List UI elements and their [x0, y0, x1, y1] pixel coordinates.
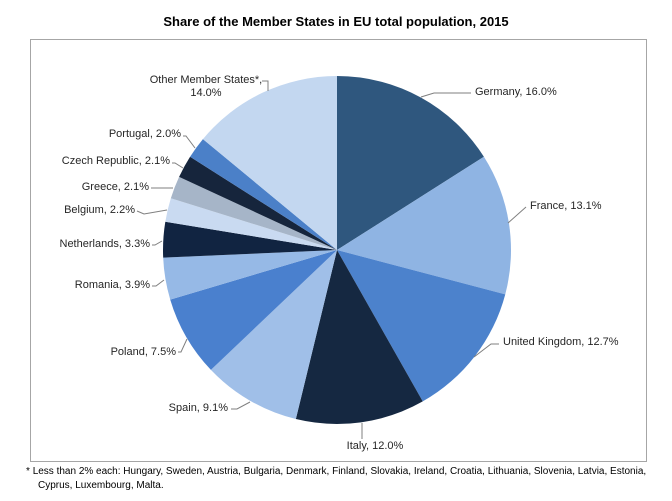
slice-label-romania: Romania, 3.9% [74, 279, 150, 291]
pie-slice-other-member-states [202, 76, 337, 250]
slice-label-germany: Germany, 16.0% [475, 86, 557, 98]
footnote-marker: * [26, 466, 30, 477]
slice-label-portugal: Portugal, 2.0% [108, 128, 181, 140]
leader-line-portugal [183, 135, 196, 149]
leader-line-romania [152, 279, 165, 287]
leader-line-netherlands [152, 240, 163, 246]
pie-slice-greece [170, 176, 337, 250]
slice-label-poland: Poland, 7.5% [110, 346, 176, 358]
pie-slice-france [337, 156, 511, 295]
chart-title: Share of the Member States in EU total p… [163, 14, 509, 29]
leader-line-czech-republic [172, 162, 184, 169]
slice-label-czech-republic: Czech Republic, 2.1% [61, 155, 170, 167]
slice-label-netherlands: Netherlands, 3.3% [59, 238, 151, 250]
pie-slice-united-kingdom [337, 250, 506, 402]
leader-lines-group [136, 80, 527, 439]
pie-slice-netherlands [163, 221, 337, 258]
leader-line-united-kingdom [473, 343, 499, 358]
leader-line-spain [231, 401, 251, 410]
pie-slice-belgium [165, 198, 337, 250]
pie-slice-romania [163, 250, 337, 300]
pie-slices-group [163, 76, 511, 424]
slice-label-greece: Greece, 2.1% [81, 181, 149, 193]
leader-line-other-member-states [262, 80, 269, 91]
pie-slice-germany [337, 76, 484, 250]
slice-label-spain: Spain, 9.1% [168, 402, 228, 414]
footnote: * Less than 2% each: Hungary, Sweden, Au… [26, 465, 672, 493]
slice-label-united-kingdom: United Kingdom, 12.7% [503, 336, 619, 348]
slice-label-other-member-states: Other Member States*, 14.0% [149, 74, 263, 99]
leader-line-france [507, 206, 527, 224]
footnote-text: Less than 2% each: Hungary, Sweden, Aust… [32, 466, 647, 491]
leader-line-germany [420, 92, 471, 98]
pie-slice-italy [295, 250, 423, 424]
leader-line-belgium [136, 209, 168, 215]
slice-label-belgium: Belgium, 2.2% [64, 204, 135, 216]
leader-line-poland [178, 338, 188, 353]
slice-label-italy: Italy, 12.0% [346, 440, 404, 452]
pie-slice-czech-republic [179, 156, 337, 250]
slice-label-france: France, 13.1% [530, 200, 602, 212]
pie-slice-portugal [190, 139, 337, 250]
pie-slice-spain [210, 250, 337, 420]
pie-slice-poland [170, 250, 337, 370]
